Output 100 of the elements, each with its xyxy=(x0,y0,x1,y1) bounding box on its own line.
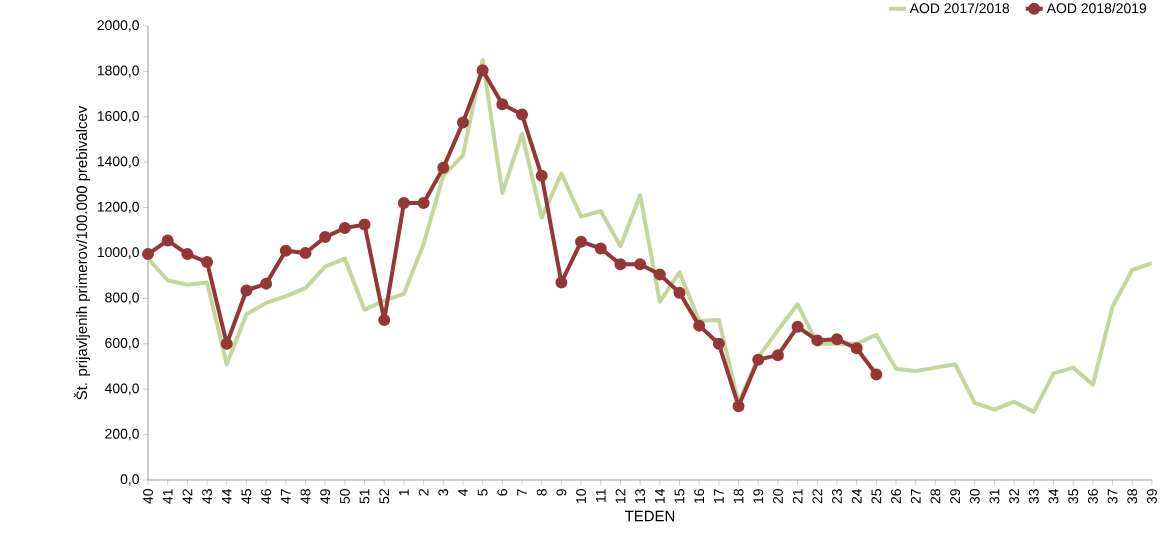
x-tick-label: 19 xyxy=(753,489,764,503)
x-tick-label: 40 xyxy=(143,489,153,504)
y-tick-label: 1600,0 xyxy=(97,111,139,123)
x-tick-label: 13 xyxy=(635,489,646,503)
y-tick-label: 1200,0 xyxy=(97,201,139,214)
x-tick-label: 48 xyxy=(300,489,311,504)
x-tick-label: 20 xyxy=(772,489,783,504)
point xyxy=(338,222,351,235)
point xyxy=(693,319,706,332)
point xyxy=(614,258,627,271)
point xyxy=(319,231,332,244)
x-tick-label: 52 xyxy=(379,489,390,504)
x-tick-label: 31 xyxy=(989,489,1000,504)
x-tick-label: 47 xyxy=(281,489,291,504)
point xyxy=(299,246,312,259)
legend-label: AOD 2017/2018 xyxy=(909,2,1010,14)
y-tick-label: 1000,0 xyxy=(97,247,139,259)
point xyxy=(142,248,155,261)
point xyxy=(752,353,765,366)
y-tick-label: 0,0 xyxy=(120,474,139,486)
point xyxy=(417,197,430,210)
point xyxy=(673,286,686,299)
point xyxy=(555,276,568,289)
y-tick-label: 1400,0 xyxy=(97,156,139,168)
x-tick-label: 25 xyxy=(871,489,882,504)
x-tick-label: 29 xyxy=(950,489,961,504)
x-tick-label: 32 xyxy=(1009,489,1020,504)
point xyxy=(181,248,194,261)
point xyxy=(260,277,273,290)
point xyxy=(712,337,725,350)
point xyxy=(397,197,410,210)
x-tick-label: 28 xyxy=(930,489,941,504)
point xyxy=(653,268,666,281)
point xyxy=(771,349,784,362)
point xyxy=(476,64,489,77)
x-tick-label: 12 xyxy=(615,489,626,503)
x-tick-label: 34 xyxy=(1048,488,1059,504)
y-tick-label: 2000,0 xyxy=(97,20,139,32)
point xyxy=(437,161,450,174)
x-tick-label: 8 xyxy=(536,489,547,496)
x-tick-label: 15 xyxy=(674,489,685,503)
x-tick-label: 18 xyxy=(733,489,744,503)
x-tick-label: 4 xyxy=(458,488,468,496)
x-tick-label: 38 xyxy=(1127,489,1138,504)
x-tick-label: 35 xyxy=(1068,489,1079,504)
point xyxy=(279,244,292,257)
point xyxy=(535,169,548,182)
point xyxy=(575,235,588,248)
x-tick-label: 44 xyxy=(221,488,232,504)
x-tick-label: 50 xyxy=(339,489,350,504)
point xyxy=(240,284,253,297)
x-tick-label: 22 xyxy=(812,489,823,504)
point xyxy=(732,400,745,413)
x-tick-label: 7 xyxy=(517,489,527,496)
point xyxy=(634,258,647,271)
x-tick-label: 45 xyxy=(241,489,252,504)
legend-label: AOD 2018/2019 xyxy=(1046,2,1147,14)
point xyxy=(201,256,214,269)
x-tick-label: 42 xyxy=(182,489,193,504)
point xyxy=(594,242,607,255)
x-tick-label: 11 xyxy=(595,489,606,502)
point xyxy=(516,108,529,121)
y-tick-label: 200,0 xyxy=(105,428,139,441)
y-tick-label: 1800,0 xyxy=(97,65,139,78)
x-tick-label: 41 xyxy=(162,489,173,504)
x-tick-label: 37 xyxy=(1107,489,1118,504)
x-tick-label: 2 xyxy=(418,489,429,496)
y-tick-label: 600,0 xyxy=(105,338,139,350)
x-tick-label: 16 xyxy=(694,489,705,503)
x-tick-label: 51 xyxy=(359,489,370,504)
x-tick-label: 23 xyxy=(832,489,842,504)
x-tick-label: 36 xyxy=(1087,489,1098,504)
x-tick-label: 10 xyxy=(576,489,587,503)
x-tick-label: 9 xyxy=(556,489,567,496)
point xyxy=(496,98,509,111)
point xyxy=(811,334,824,347)
x-tick-label: 24 xyxy=(851,488,862,504)
x-tick-label: 43 xyxy=(202,489,213,504)
x-tick-label: 1 xyxy=(399,489,409,496)
x-tick-label: 21 xyxy=(792,489,803,504)
x-tick-label: 27 xyxy=(910,489,921,504)
point xyxy=(850,342,863,355)
x-tick-label: 39 xyxy=(1146,489,1157,504)
x-axis-title: TEDEN xyxy=(624,510,675,522)
x-tick-label: 3 xyxy=(438,489,449,496)
x-tick-label: 26 xyxy=(891,489,901,504)
point xyxy=(870,368,883,381)
point xyxy=(830,333,843,346)
x-tick-label: 30 xyxy=(969,489,980,504)
y-axis-title: Št. prijavljenih primerov/100.000 prebivalcev xyxy=(73,105,90,400)
y-tick-label: 400,0 xyxy=(104,383,139,395)
x-tick-label: 46 xyxy=(261,489,272,504)
point xyxy=(161,234,174,247)
x-tick-label: 6 xyxy=(497,489,508,496)
x-tick-label: 49 xyxy=(320,489,331,504)
x-tick-label: 33 xyxy=(1028,489,1039,504)
point xyxy=(456,116,469,129)
point xyxy=(358,218,371,231)
point xyxy=(791,320,804,333)
x-tick-label: 5 xyxy=(477,489,488,496)
